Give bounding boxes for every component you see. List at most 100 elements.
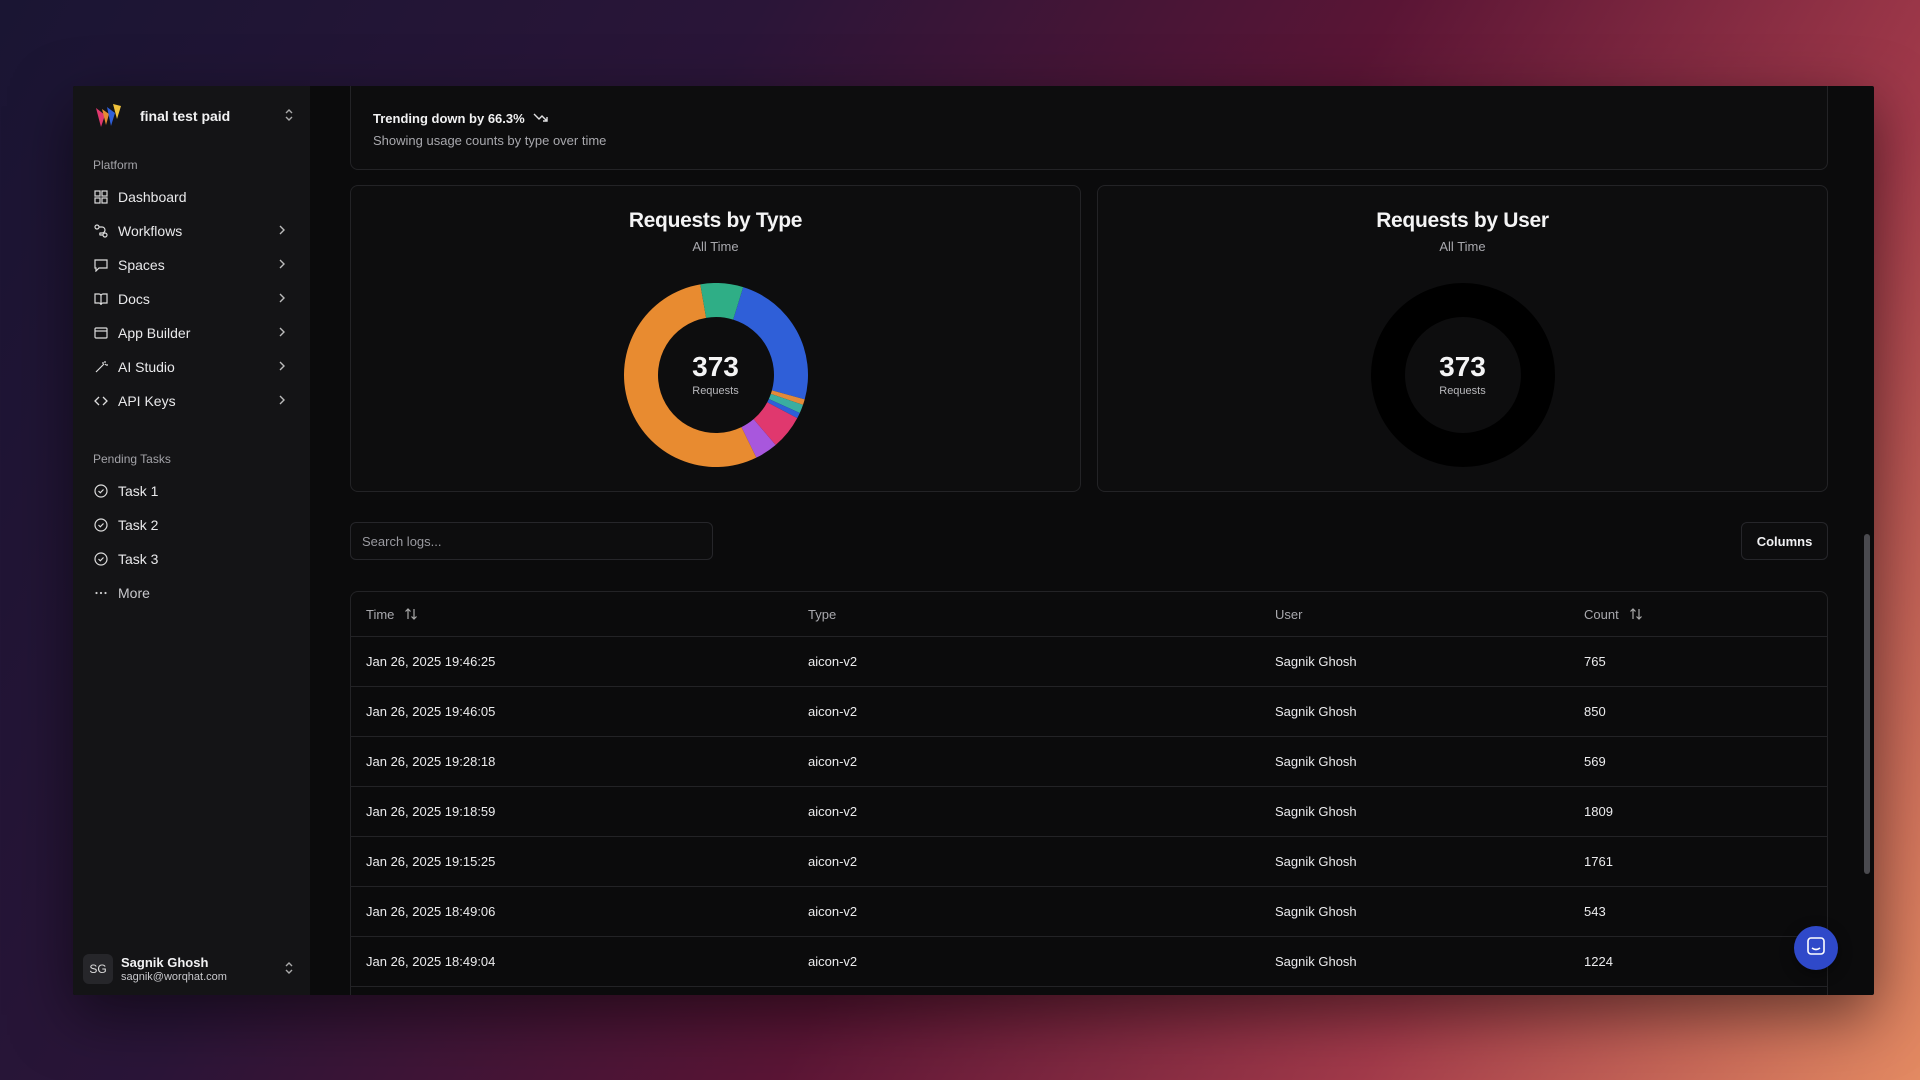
cell-time: Jan 26, 2025 19:18:59 xyxy=(366,804,496,819)
cell-type: aicon-v2 xyxy=(808,904,858,919)
sidebar-item-app-builder[interactable]: App Builder xyxy=(83,316,300,350)
sidebar: final test paid Platform Dashboard Workf… xyxy=(73,86,310,995)
donut-unit: Requests xyxy=(692,385,739,397)
workflow-icon xyxy=(93,223,109,239)
donut-center: 373 Requests xyxy=(624,283,808,467)
chevrons-up-down-icon xyxy=(278,961,300,977)
table-row[interactable]: Jan 26, 2025 18:49:04 aicon-v2 Sagnik Gh… xyxy=(351,937,1827,987)
chat-bubble-icon xyxy=(1806,936,1826,961)
cell-user: Sagnik Ghosh xyxy=(1275,804,1357,819)
avatar: SG xyxy=(83,954,113,984)
sidebar-more[interactable]: More xyxy=(83,576,300,610)
cell-user: Sagnik Ghosh xyxy=(1275,904,1357,919)
sidebar-task-1[interactable]: Task 1 xyxy=(83,474,300,508)
sidebar-item-ai-studio[interactable]: AI Studio xyxy=(83,350,300,384)
chevron-right-icon xyxy=(274,223,290,239)
sidebar-item-label: Spaces xyxy=(118,257,165,273)
donut-slice-3[interactable] xyxy=(766,398,800,419)
cell-user: Sagnik Ghosh xyxy=(1275,854,1357,869)
chevron-right-icon xyxy=(274,257,290,273)
donut-chart xyxy=(1370,283,1555,467)
chart-title: Requests by Type xyxy=(628,209,803,232)
cell-user: Sagnik Ghosh xyxy=(1275,754,1357,769)
requests-by-user-card: Requests by User All Time 373 Requests xyxy=(1097,185,1828,492)
cell-type: aicon-v2 xyxy=(808,854,858,869)
sidebar-item-workflows[interactable]: Workflows xyxy=(83,214,300,248)
cell-count: 765 xyxy=(1584,654,1606,669)
cell-type: aicon-v2 xyxy=(808,804,858,819)
workspace-name: final test paid xyxy=(140,108,231,124)
donut-slice-4[interactable] xyxy=(753,402,797,446)
trend-text: Trending down by 66.3% xyxy=(373,111,525,126)
requests-by-type-card: Requests by Type All Time 373 Requests xyxy=(350,185,1081,492)
cell-count: 1761 xyxy=(1584,854,1613,869)
search-logs-input[interactable] xyxy=(350,522,713,560)
task-label: Task 1 xyxy=(118,483,159,499)
task-label: Task 3 xyxy=(118,551,159,567)
sidebar-item-api-keys[interactable]: API Keys xyxy=(83,384,300,418)
more-label: More xyxy=(118,585,150,601)
cell-time: Jan 26, 2025 19:15:25 xyxy=(366,854,496,869)
user-email: sagnik@worqhat.com xyxy=(121,971,227,983)
sidebar-task-3[interactable]: Task 3 xyxy=(83,542,300,576)
donut-unit: Requests xyxy=(1439,385,1486,397)
cell-type: aicon-v2 xyxy=(808,754,858,769)
sidebar-task-2[interactable]: Task 2 xyxy=(83,508,300,542)
more-horizontal-icon xyxy=(93,585,109,601)
sort-icon[interactable] xyxy=(1629,607,1643,621)
chevron-right-icon xyxy=(274,325,290,341)
table-row[interactable]: Jan 26, 2025 19:28:18 aicon-v2 Sagnik Gh… xyxy=(351,737,1827,787)
cell-type: aicon-v2 xyxy=(808,954,858,969)
sort-icon[interactable] xyxy=(404,607,418,621)
donut-slice-5[interactable] xyxy=(740,419,776,458)
sidebar-item-label: Workflows xyxy=(118,223,183,239)
table-row[interactable]: Jan 26, 2025 19:46:25 aicon-v2 Sagnik Gh… xyxy=(351,637,1827,687)
chevron-right-icon xyxy=(274,359,290,375)
sidebar-item-label: App Builder xyxy=(118,325,191,341)
cell-time: Jan 26, 2025 19:46:05 xyxy=(366,704,496,719)
logs-table: Time Type User Count Jan 26, 2025 19:46:… xyxy=(350,591,1828,995)
trend-subtitle: Showing usage counts by type over time xyxy=(373,133,607,148)
donut-slice[interactable] xyxy=(1370,283,1555,467)
column-header-user: User xyxy=(1275,606,1303,622)
trend-headline: Trending down by 66.3% xyxy=(373,111,549,126)
sidebar-item-label: Docs xyxy=(118,291,150,307)
sidebar-item-label: API Keys xyxy=(118,393,176,409)
donut-slice-0[interactable] xyxy=(732,287,808,400)
chat-support-button[interactable] xyxy=(1794,926,1838,970)
window-icon xyxy=(93,325,109,341)
column-header-count[interactable]: Count xyxy=(1584,607,1827,622)
table-row[interactable]: Jan 26, 2025 18:49:06 aicon-v2 Sagnik Gh… xyxy=(351,887,1827,937)
table-row[interactable]: Jan 26, 2025 19:46:05 aicon-v2 Sagnik Gh… xyxy=(351,687,1827,737)
column-header-time[interactable]: Time xyxy=(351,607,808,622)
donut-center: 373 Requests xyxy=(1371,283,1555,467)
cell-count: 543 xyxy=(1584,904,1606,919)
sidebar-item-spaces[interactable]: Spaces xyxy=(83,248,300,282)
donut-total: 373 xyxy=(1439,351,1486,382)
chevron-right-icon xyxy=(274,291,290,307)
vertical-scrollbar[interactable] xyxy=(1864,534,1870,874)
cell-time: Jan 26, 2025 19:46:25 xyxy=(366,654,496,669)
book-icon xyxy=(93,291,109,307)
trending-down-icon xyxy=(533,111,549,126)
donut-slice-6[interactable] xyxy=(623,284,756,467)
workspace-switcher[interactable]: final test paid xyxy=(83,98,300,134)
chevrons-up-down-icon xyxy=(278,108,300,124)
main-content: Trending down by 66.3% Showing usage cou… xyxy=(310,86,1874,995)
chart-subtitle: All Time xyxy=(692,239,739,254)
cell-count: 850 xyxy=(1584,704,1606,719)
sidebar-item-dashboard[interactable]: Dashboard xyxy=(83,180,300,214)
table-row[interactable]: Jan 26, 2025 19:15:25 aicon-v2 Sagnik Gh… xyxy=(351,837,1827,887)
chevron-right-icon xyxy=(274,393,290,409)
user-menu[interactable]: SG Sagnik Ghosh sagnik@worqhat.com xyxy=(83,949,300,989)
sidebar-item-docs[interactable]: Docs xyxy=(83,282,300,316)
table-row[interactable]: Jan 26, 2025 19:18:59 aicon-v2 Sagnik Gh… xyxy=(351,787,1827,837)
donut-slice-1[interactable] xyxy=(770,390,805,405)
cell-type: aicon-v2 xyxy=(808,654,858,669)
donut-total: 373 xyxy=(692,351,739,382)
app-logo xyxy=(93,101,123,131)
donut-slice-7[interactable] xyxy=(699,283,743,320)
platform-section-label: Platform xyxy=(93,158,138,172)
columns-button[interactable]: Columns xyxy=(1741,522,1828,560)
donut-slice-2[interactable] xyxy=(768,393,803,413)
